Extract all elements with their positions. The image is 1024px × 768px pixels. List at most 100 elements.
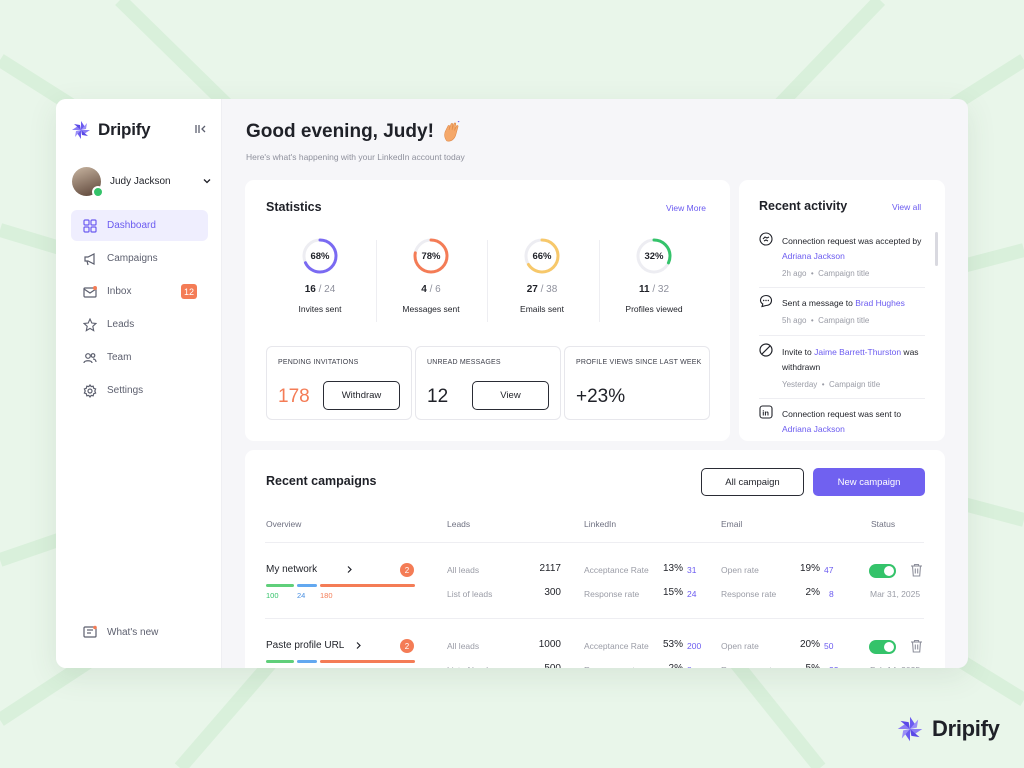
activity-meta: Yesterday • Campaign title bbox=[782, 380, 881, 389]
sidebar-item-campaigns[interactable]: Campaigns bbox=[71, 243, 208, 274]
progress-ring-graphic bbox=[413, 238, 449, 274]
activity-contact-link[interactable]: Brad Hughes bbox=[855, 298, 905, 308]
bar-value-green: 100 bbox=[266, 591, 279, 600]
stat-label: Profiles viewed bbox=[625, 304, 683, 314]
sidebar-item-label: Settings bbox=[107, 385, 144, 396]
progress-bar-blue bbox=[297, 660, 317, 663]
email-response-rate-label: Response rate bbox=[721, 665, 776, 668]
email-response-rate-label: Response rate bbox=[721, 589, 777, 599]
stat-current: 16 bbox=[304, 284, 316, 295]
collapse-sidebar-icon[interactable] bbox=[194, 122, 208, 136]
megaphone-icon bbox=[84, 252, 95, 265]
stat-total: / 32 bbox=[652, 284, 670, 295]
app-logo[interactable]: Dripify bbox=[70, 119, 151, 141]
activity-time: 2h ago bbox=[782, 269, 807, 278]
whats-new-label: What's new bbox=[107, 626, 159, 638]
activity-scrollbar[interactable] bbox=[935, 232, 938, 266]
activity-text: Connection request was sent to Adriana J… bbox=[782, 407, 932, 437]
sidebar-item-label: Leads bbox=[107, 319, 135, 330]
sidebar-item-dashboard[interactable]: Dashboard bbox=[71, 210, 208, 241]
star-icon bbox=[83, 317, 97, 332]
unread-messages-card: UNREAD MESSAGES 12 View bbox=[415, 346, 561, 420]
email-response-rate-value: 5% bbox=[785, 663, 820, 668]
activity-contact-link[interactable]: Jaime Barrett-Thurston bbox=[814, 347, 902, 357]
chevron-right-icon[interactable] bbox=[345, 565, 354, 574]
trash-icon[interactable] bbox=[910, 639, 923, 653]
stat-label: Messages sent bbox=[402, 304, 460, 314]
trash-icon[interactable] bbox=[910, 563, 923, 577]
all-leads-label: All leads bbox=[447, 565, 480, 575]
gear-icon bbox=[83, 383, 97, 398]
progress-ring-graphic bbox=[636, 238, 672, 274]
withdraw-button[interactable]: Withdraw bbox=[323, 381, 400, 410]
campaign-count-badge: 2 bbox=[400, 563, 414, 577]
statistics-title: Statistics bbox=[266, 200, 322, 214]
open-rate-label: Open rate bbox=[721, 565, 759, 575]
table-row[interactable]: Paste profile URL 2 100 24 180 All leads 1000 L… bbox=[245, 626, 945, 668]
sidebar-item-leads[interactable]: Leads bbox=[71, 309, 208, 340]
brand-watermark: Dripify bbox=[895, 714, 1000, 744]
list-leads-label: List of leads bbox=[447, 665, 492, 668]
response-count: 8 bbox=[687, 665, 692, 668]
view-all-link[interactable]: View all bbox=[892, 202, 922, 212]
activity-text: Invite to Jaime Barrett-Thurston was wit… bbox=[782, 345, 932, 392]
all-campaign-button[interactable]: All campaign bbox=[701, 468, 804, 496]
view-more-link[interactable]: View More bbox=[666, 203, 706, 213]
activity-description-suffix: was withdrawn bbox=[782, 347, 919, 372]
activity-campaign: Campaign title bbox=[829, 380, 881, 389]
column-header-linkedin: LinkedIn bbox=[584, 519, 617, 529]
chat-bubble-icon bbox=[759, 294, 773, 308]
campaign-name[interactable]: Paste profile URL bbox=[266, 640, 345, 651]
sidebar: Dripify Judy Jackson Dashboard Campaigns bbox=[56, 99, 222, 668]
sidebar-item-label: Campaigns bbox=[107, 253, 158, 264]
online-badge bbox=[92, 185, 104, 198]
sidebar-item-settings[interactable]: Settings bbox=[71, 375, 208, 406]
stat-item: 78% 4 / 6 Messages sent bbox=[376, 236, 486, 314]
user-menu[interactable]: Judy Jackson bbox=[72, 165, 212, 198]
sidebar-item-team[interactable]: Team bbox=[71, 342, 208, 373]
sidebar-item-label: Dashboard bbox=[107, 220, 156, 231]
page-title: Good evening, Judy! bbox=[246, 121, 462, 143]
grid-icon bbox=[83, 218, 97, 233]
stat-label: Invites sent bbox=[298, 304, 342, 314]
view-button[interactable]: View bbox=[472, 381, 549, 410]
news-icon bbox=[83, 625, 97, 638]
progress-bar-orange bbox=[320, 584, 415, 587]
sidebar-item-inbox[interactable]: Inbox 12 bbox=[71, 276, 208, 307]
whats-new-link[interactable]: What's new bbox=[83, 625, 158, 639]
recent-activity-card: Recent activity View all Connection requ… bbox=[739, 180, 945, 441]
stat-current: 11 bbox=[638, 284, 650, 295]
app-window: Dripify Judy Jackson Dashboard Campaigns bbox=[56, 99, 968, 668]
progress-ring-graphic bbox=[524, 238, 560, 274]
activity-contact-link[interactable]: Adriana Jackson bbox=[782, 424, 845, 434]
greeting-text: Good evening, Judy! bbox=[246, 121, 434, 142]
stat-percent: 66% bbox=[532, 250, 552, 262]
response-rate-value: 2% bbox=[647, 663, 683, 668]
stat-total: / 6 bbox=[429, 284, 441, 295]
chevron-right-icon[interactable] bbox=[354, 641, 363, 650]
avatar bbox=[72, 166, 104, 198]
campaign-status-toggle[interactable] bbox=[869, 564, 896, 578]
linkedin-icon: in bbox=[759, 405, 773, 419]
open-rate-value: 19% bbox=[799, 563, 820, 574]
sidebar-item-label: Inbox bbox=[107, 286, 132, 297]
page-subtitle: Here's what's happening with your Linked… bbox=[246, 152, 465, 162]
stat-label: Emails sent bbox=[520, 304, 564, 314]
stat-current: 27 bbox=[526, 284, 538, 295]
profile-views-value: +23% bbox=[576, 386, 626, 407]
pending-invitations-card: PENDING INVITATIONS 178 Withdraw bbox=[266, 346, 412, 420]
campaign-name[interactable]: My network bbox=[266, 564, 318, 575]
progress-bar-blue bbox=[297, 584, 317, 587]
dripify-logo-icon bbox=[897, 716, 923, 742]
progress-ring: 32% bbox=[634, 236, 674, 276]
acceptance-rate-value: 53% bbox=[662, 639, 683, 650]
table-row[interactable]: My network 2 100 24 180 All leads 2117 List of … bbox=[245, 550, 945, 620]
handshake-icon bbox=[759, 232, 773, 246]
new-campaign-button[interactable]: New campaign bbox=[813, 468, 925, 496]
response-rate-label: Response rate bbox=[584, 665, 639, 668]
activity-contact-link[interactable]: Adriana Jackson bbox=[782, 251, 845, 261]
bar-value-orange: 180 bbox=[320, 667, 333, 668]
campaign-status-toggle[interactable] bbox=[869, 640, 896, 654]
pending-invitations-label: PENDING INVITATIONS bbox=[278, 359, 359, 366]
progress-bar-orange bbox=[320, 660, 415, 663]
